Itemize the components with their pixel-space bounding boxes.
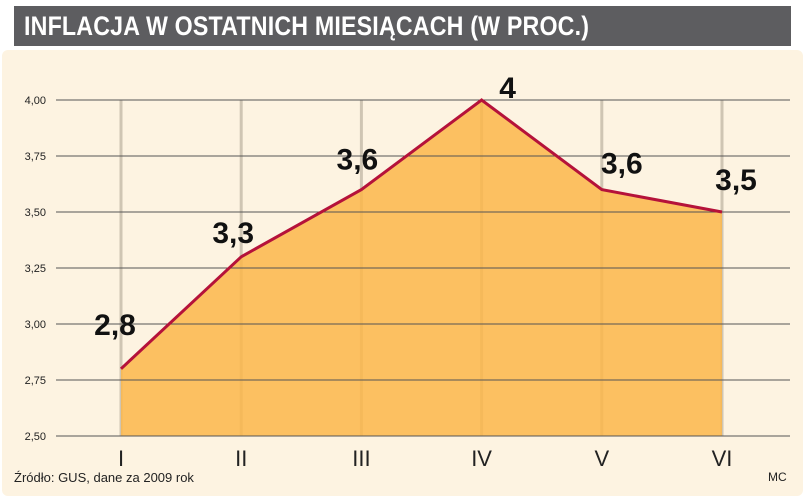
title-bar — [14, 6, 791, 46]
y-tick-label: 3,50 — [25, 207, 46, 219]
data-label: 4 — [499, 72, 516, 105]
y-tick-label: 4,00 — [25, 95, 46, 107]
x-tick-label: II — [235, 446, 247, 471]
y-tick-label: 2,75 — [25, 375, 46, 387]
data-label: 3,5 — [715, 164, 757, 197]
x-tick-label: IV — [471, 446, 492, 471]
data-label: 3,3 — [212, 217, 254, 250]
x-tick-label: V — [594, 446, 609, 471]
data-label: 2,8 — [94, 309, 136, 342]
series-line — [119, 98, 723, 370]
chart-title: INFLACJA W OSTATNICH MIESIĄCACH (W PROC.… — [24, 11, 590, 41]
y-tick-label: 3,25 — [25, 263, 46, 275]
y-tick-label: 2,50 — [25, 431, 46, 443]
y-tick-label: 3,00 — [25, 319, 46, 331]
x-tick-label: III — [352, 446, 370, 471]
data-label: 3,6 — [601, 148, 643, 181]
y-tick-label: 3,75 — [25, 151, 46, 163]
x-tick-label: I — [118, 446, 124, 471]
source-note: Źródło: GUS, dane za 2009 rok — [14, 470, 194, 485]
credit-note: MC — [768, 470, 787, 484]
x-tick-label: VI — [712, 446, 733, 471]
data-label: 3,6 — [337, 144, 379, 177]
